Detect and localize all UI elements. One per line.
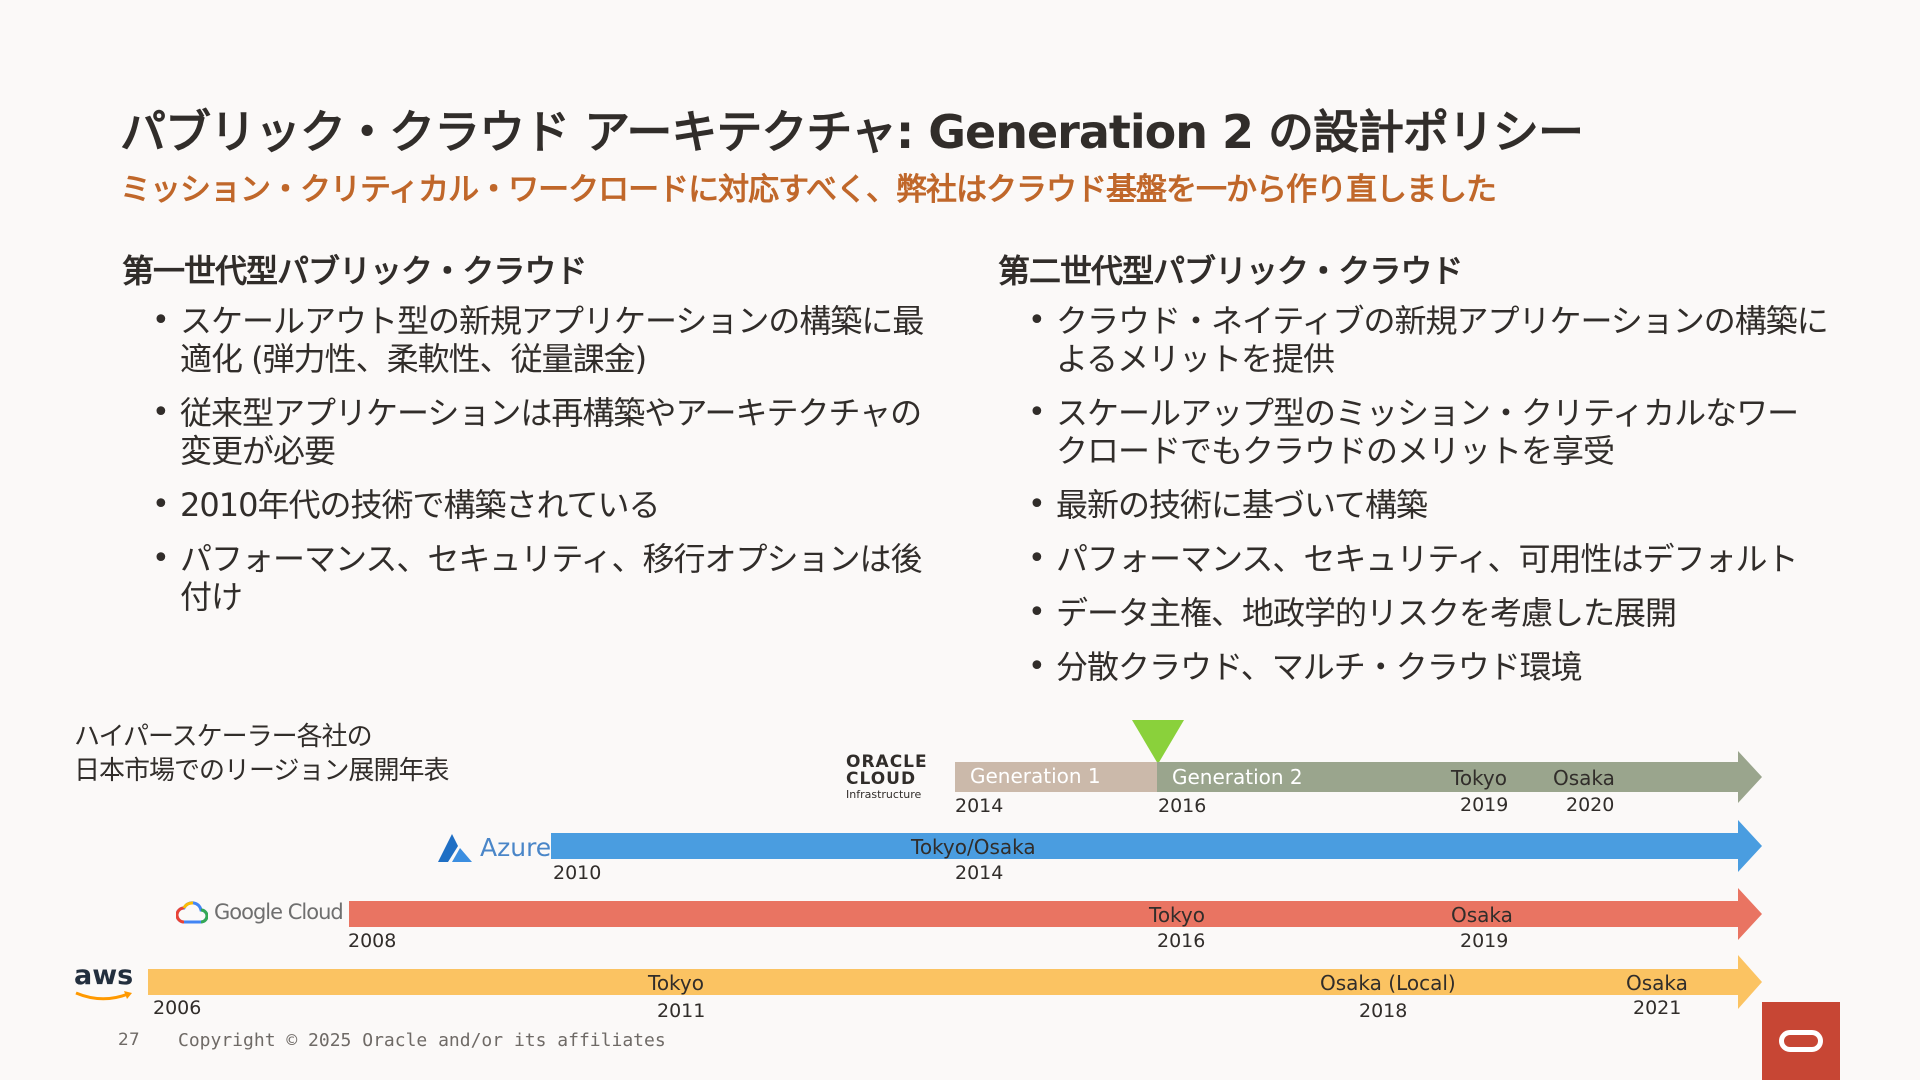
list-item: • 従来型アプリケーションは再構築やアーキテクチャの変更が必要 [122,394,942,470]
generation-2-marker [1132,720,1184,764]
oracle-event-label: Osaka [1553,766,1615,790]
aws-event-label: Osaka (Local) [1320,971,1456,995]
slide-subtitle: ミッション・クリティカル・ワークロードに対応すべく、弊社はクラウド基盤を一から作… [120,172,1497,208]
list-item: • スケールアウト型の新規アプリケーションの構築に最適化 (弾力性、柔軟性、従量課… [122,302,942,378]
azure-logo: Azure [436,830,551,864]
bullet-icon: • [152,395,170,430]
bullet-icon: • [1028,541,1046,576]
google-event-label: Tokyo [1149,903,1205,927]
list-item: • 分散クラウド、マルチ・クラウド環境 [998,648,1828,686]
oracle-start-year: 2014 [955,795,1004,817]
google-event-year: 2016 [1157,930,1206,952]
azure-logo-text: Azure [480,832,552,862]
oracle-ring-icon [1779,1030,1823,1052]
bullet-text: データ主権、地政学的リスクを考慮した展開 [1056,594,1677,632]
google-event-label: Osaka [1451,903,1513,927]
bullet-text: パフォーマンス、セキュリティ、移行オプションは後付け [180,540,922,616]
oracle-event-year: 2020 [1566,794,1615,816]
aws-event-label: Tokyo [648,971,704,995]
oracle-event-label: Tokyo [1451,766,1507,790]
list-item: • 2010年代の技術で構築されている [122,486,942,524]
left-bullet-list: • スケールアウト型の新規アプリケーションの構築に最適化 (弾力性、柔軟性、従量課… [122,302,942,616]
right-column: 第二世代型パブリック・クラウド • クラウド・ネイティブの新規アプリケーションの構… [998,246,1829,702]
bullet-text: クラウド・ネイティブの新規アプリケーションの構築によるメリットを提供 [1056,302,1829,378]
bullet-icon: • [1028,487,1046,522]
google-cloud-logo: Google Cloud [176,900,344,924]
aws-logo-text: aws [74,960,134,991]
list-item: • データ主権、地政学的リスクを考慮した展開 [998,594,1828,632]
google-cloud-arrow [349,888,1762,940]
azure-arrow [551,820,1762,872]
timeline-caption: ハイパースケーラー各社の 日本市場でのリージョン展開年表 [74,720,449,788]
oracle-gen2-arrow [1157,751,1762,803]
list-item: • 最新の技術に基づいて構築 [998,486,1828,524]
google-event-year: 2019 [1460,930,1509,952]
google-cloud-logo-text: Google Cloud [214,900,344,924]
bullet-icon: • [1028,595,1046,630]
timeline-caption-line: ハイパースケーラー各社の [74,722,373,752]
right-bullet-list: • クラウド・ネイティブの新規アプリケーションの構築によるメリットを提供 • スケー… [998,302,1829,686]
bullet-text: スケールアップ型のミッション・クリティカルなワークロードでもクラウドのメリットを… [1056,394,1799,470]
list-item: • クラウド・ネイティブの新規アプリケーションの構築によるメリットを提供 [998,302,1829,378]
slide-title: パブリック・クラウド アーキテクチャ: Generation 2 の設計ポリシー [120,105,1584,159]
oracle-gen1-label: Generation 1 [970,764,1101,788]
bullet-text: パフォーマンス、セキュリティ、可用性はデフォルト [1056,540,1798,578]
bullet-text: 分散クラウド、マルチ・クラウド環境 [1056,648,1583,686]
google-start-year: 2008 [348,930,397,952]
azure-event-label: Tokyo/Osaka [911,835,1036,859]
bullet-icon: • [152,303,170,338]
aws-event-year: 2011 [657,1000,706,1022]
bullet-text: 最新の技術に基づいて構築 [1056,486,1428,524]
list-item: • パフォーマンス、セキュリティ、移行オプションは後付け [122,540,942,616]
bullet-text: 2010年代の技術で構築されている [180,486,660,524]
oracle-gen2-label: Generation 2 [1172,765,1303,789]
bullet-icon: • [1028,649,1046,684]
left-column: 第一世代型パブリック・クラウド • スケールアウト型の新規アプリケーションの構築に… [122,246,942,632]
oracle-logo-line3: Infrastructure [846,788,922,801]
oracle-logo-line2: CLOUD [846,769,917,789]
azure-start-year: 2010 [553,862,602,884]
aws-arrow [148,955,1762,1009]
google-cloud-icon [176,901,208,924]
list-item: • スケールアップ型のミッション・クリティカルなワークロードでもクラウドのメリット… [998,394,1828,470]
oracle-logo-line1: ORACLE [846,752,928,772]
oracle-event-year: 2019 [1460,794,1509,816]
azure-event-year: 2014 [955,862,1004,884]
oracle-badge [1762,1002,1840,1080]
aws-start-year: 2006 [153,997,202,1019]
timeline-caption-line: 日本市場でのリージョン展開年表 [74,756,449,786]
aws-event-year: 2021 [1633,997,1682,1019]
bullet-icon: • [152,541,170,576]
bullet-icon: • [1028,395,1046,430]
bullet-icon: • [152,487,170,522]
oracle-gen2-year: 2016 [1158,795,1207,817]
azure-icon [438,834,472,862]
bullet-icon: • [1028,303,1046,338]
oracle-cloud-logo: ORACLE CLOUD Infrastructure [846,754,946,802]
aws-logo: aws [74,962,138,1008]
aws-event-year: 2018 [1359,1000,1408,1022]
right-column-heading: 第二世代型パブリック・クラウド [998,252,1463,290]
bullet-text: スケールアウト型の新規アプリケーションの構築に最適化 (弾力性、柔軟性、従量課金… [180,302,924,378]
list-item: • パフォーマンス、セキュリティ、可用性はデフォルト [998,540,1828,578]
bullet-text: 従来型アプリケーションは再構築やアーキテクチャの変更が必要 [180,394,922,470]
copyright-text: Copyright © 2025 Oracle and/or its affil… [178,1030,666,1051]
aws-smile-icon [75,991,132,1001]
oracle-gen1-bar [955,762,1157,792]
left-column-heading: 第一世代型パブリック・クラウド [122,252,587,290]
aws-event-label: Osaka [1626,971,1688,995]
page-number: 27 [118,1030,140,1050]
